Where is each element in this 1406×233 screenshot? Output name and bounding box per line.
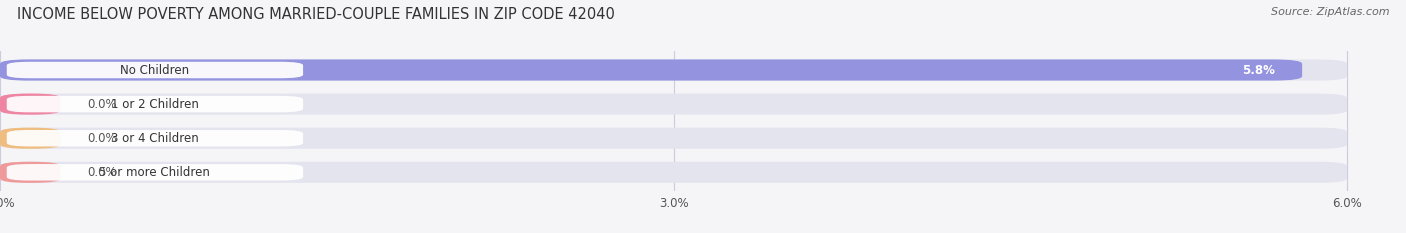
FancyBboxPatch shape [7,130,304,147]
FancyBboxPatch shape [7,164,304,181]
FancyBboxPatch shape [7,62,304,78]
FancyBboxPatch shape [0,93,60,115]
Text: 1 or 2 Children: 1 or 2 Children [111,98,198,111]
Text: 0.0%: 0.0% [87,98,117,111]
Text: Source: ZipAtlas.com: Source: ZipAtlas.com [1271,7,1389,17]
Text: 5.8%: 5.8% [1243,64,1275,76]
FancyBboxPatch shape [0,162,1347,183]
FancyBboxPatch shape [0,128,1347,149]
Text: 0.0%: 0.0% [87,166,117,179]
FancyBboxPatch shape [0,93,1347,115]
Text: No Children: No Children [121,64,190,76]
FancyBboxPatch shape [0,128,60,149]
Text: 0.0%: 0.0% [87,132,117,145]
FancyBboxPatch shape [0,59,1347,81]
Text: INCOME BELOW POVERTY AMONG MARRIED-COUPLE FAMILIES IN ZIP CODE 42040: INCOME BELOW POVERTY AMONG MARRIED-COUPL… [17,7,614,22]
FancyBboxPatch shape [0,162,60,183]
FancyBboxPatch shape [7,96,304,112]
FancyBboxPatch shape [0,59,1302,81]
Text: 3 or 4 Children: 3 or 4 Children [111,132,198,145]
Text: 5 or more Children: 5 or more Children [100,166,211,179]
